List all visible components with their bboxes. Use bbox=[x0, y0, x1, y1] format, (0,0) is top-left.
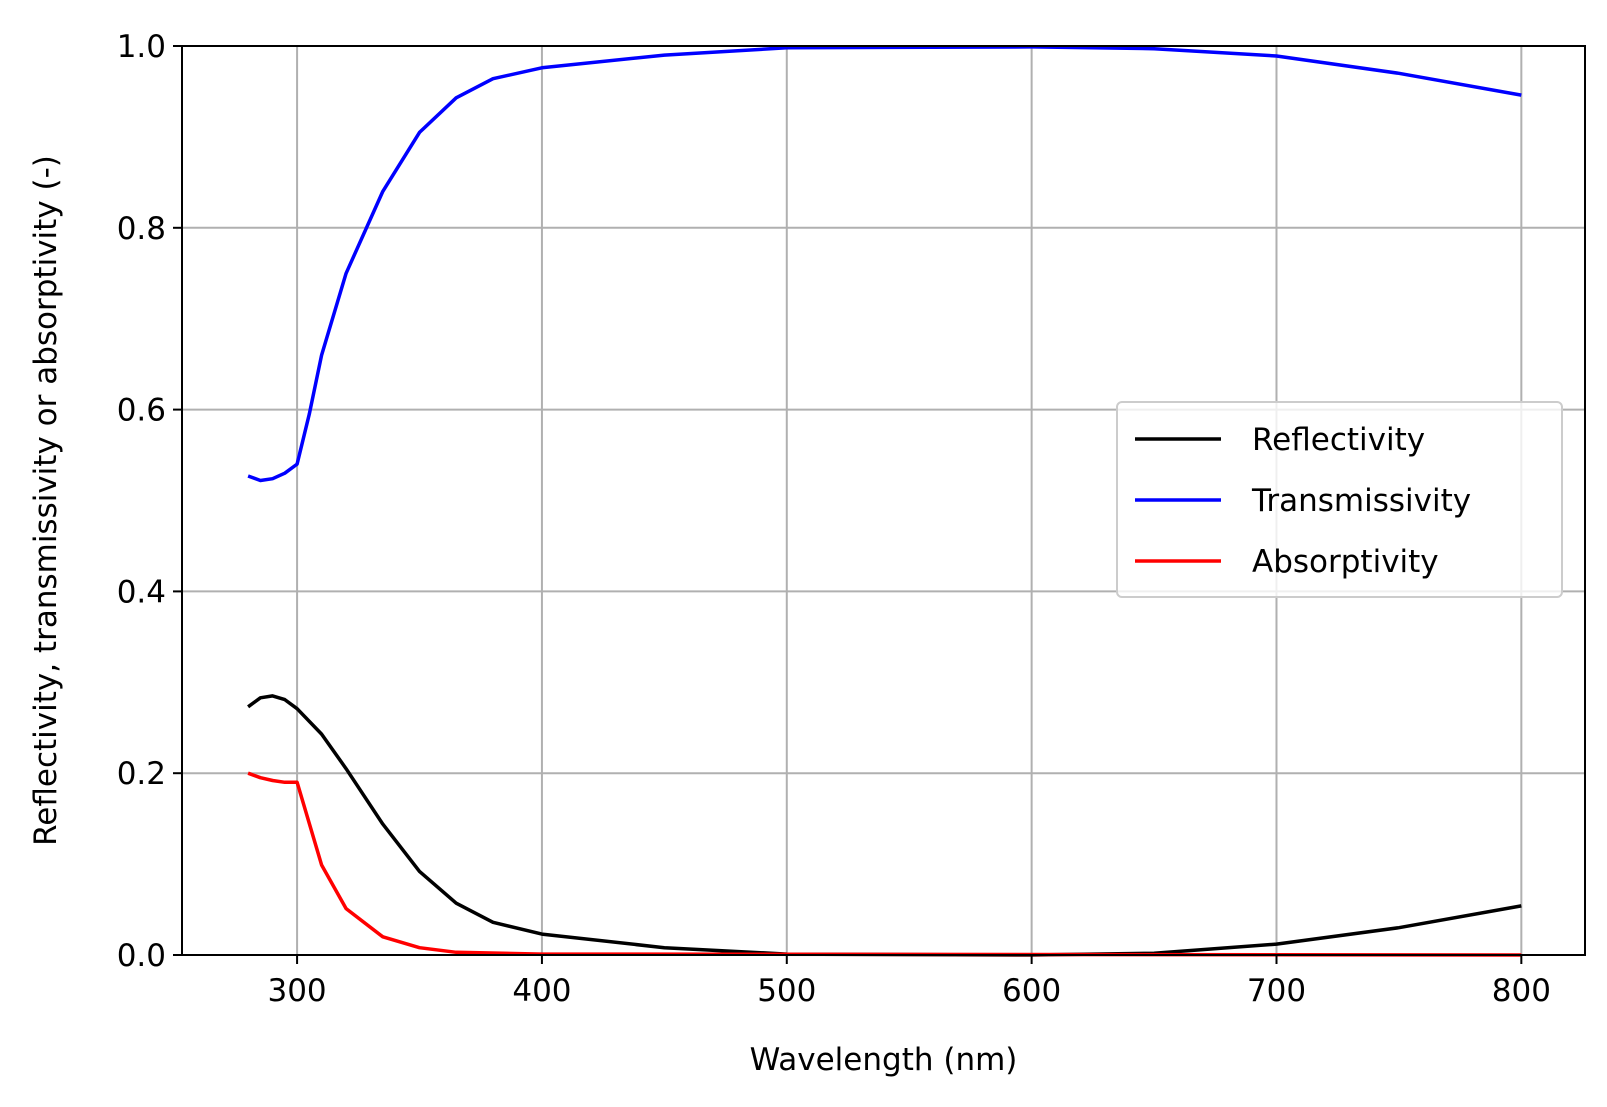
x-tick-label: 600 bbox=[1002, 973, 1061, 1009]
x-tick-label: 300 bbox=[267, 973, 326, 1009]
y-tick-label: 0.2 bbox=[117, 756, 166, 792]
legend-label-transmissivity: Transmissivity bbox=[1251, 483, 1471, 519]
legend-label-reflectivity: Reflectivity bbox=[1252, 422, 1425, 458]
y-tick-label: 0.0 bbox=[117, 938, 166, 974]
series-line-transmissivity bbox=[247, 45, 1522, 483]
series-lines bbox=[247, 45, 1522, 957]
series-line-absorptivity bbox=[247, 771, 1522, 957]
x-tick-label: 400 bbox=[512, 973, 571, 1009]
y-axis-label: Reflectivity, transmissivity or absorpti… bbox=[28, 155, 64, 846]
x-tick-label: 800 bbox=[1492, 973, 1551, 1009]
legend-label-absorptivity: Absorptivity bbox=[1252, 544, 1439, 580]
axis-ticks: 300 400 500 600 700 800 0.0 0.2 0.4 0.6 0.8 1.0 bbox=[117, 29, 1551, 1009]
plot-frame bbox=[181, 45, 1586, 956]
y-tick-label: 1.0 bbox=[117, 29, 166, 65]
y-tick-label: 0.6 bbox=[117, 393, 166, 429]
y-tick-label: 0.8 bbox=[117, 211, 166, 247]
legend: Reflectivity Transmissivity Absorptivity bbox=[1116, 401, 1563, 598]
y-tick-label: 0.4 bbox=[117, 574, 166, 610]
x-tick-label: 500 bbox=[757, 973, 816, 1009]
x-axis-label: Wavelength (nm) bbox=[750, 1042, 1018, 1078]
series-line-reflectivity bbox=[247, 694, 1522, 957]
legend-box bbox=[1116, 401, 1563, 598]
x-tick-label: 700 bbox=[1247, 973, 1306, 1009]
